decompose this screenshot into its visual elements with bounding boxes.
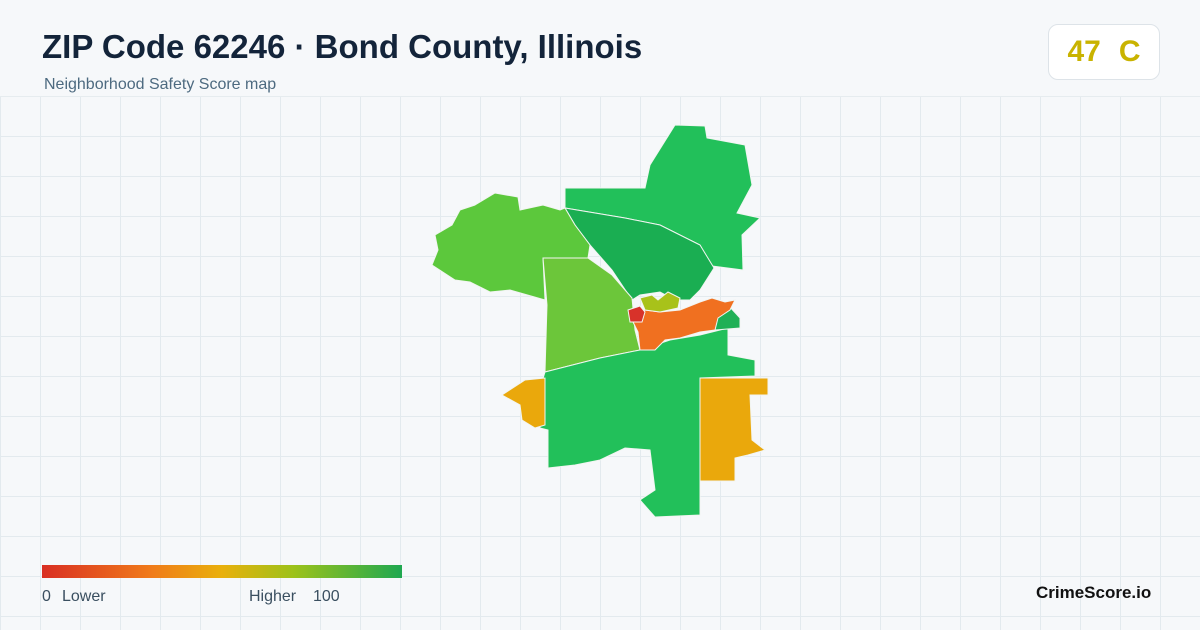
brand: CrimeScore.io [1036, 583, 1152, 602]
region [627, 305, 646, 323]
legend-low-label: Lower [62, 588, 106, 605]
legend-max: 100 [313, 588, 340, 605]
region [631, 297, 736, 351]
legend-min: 0 [42, 588, 51, 605]
score: 47 [1067, 35, 1101, 68]
region [639, 291, 681, 313]
region [431, 192, 591, 301]
region [542, 257, 641, 373]
header: ZIP Code 62246 · Bond County, Illinois N… [0, 0, 1200, 97]
region [699, 377, 769, 482]
subtitle: Neighborhood Safety Score map [44, 76, 277, 93]
title: ZIP Code 62246 · Bond County, Illinois [42, 28, 643, 65]
legend-gradient [42, 565, 402, 578]
region [501, 377, 546, 429]
region [537, 327, 756, 518]
grade: C [1118, 35, 1141, 68]
legend-high-label: Higher [249, 588, 297, 605]
score-badge: 47 C [1048, 24, 1160, 80]
